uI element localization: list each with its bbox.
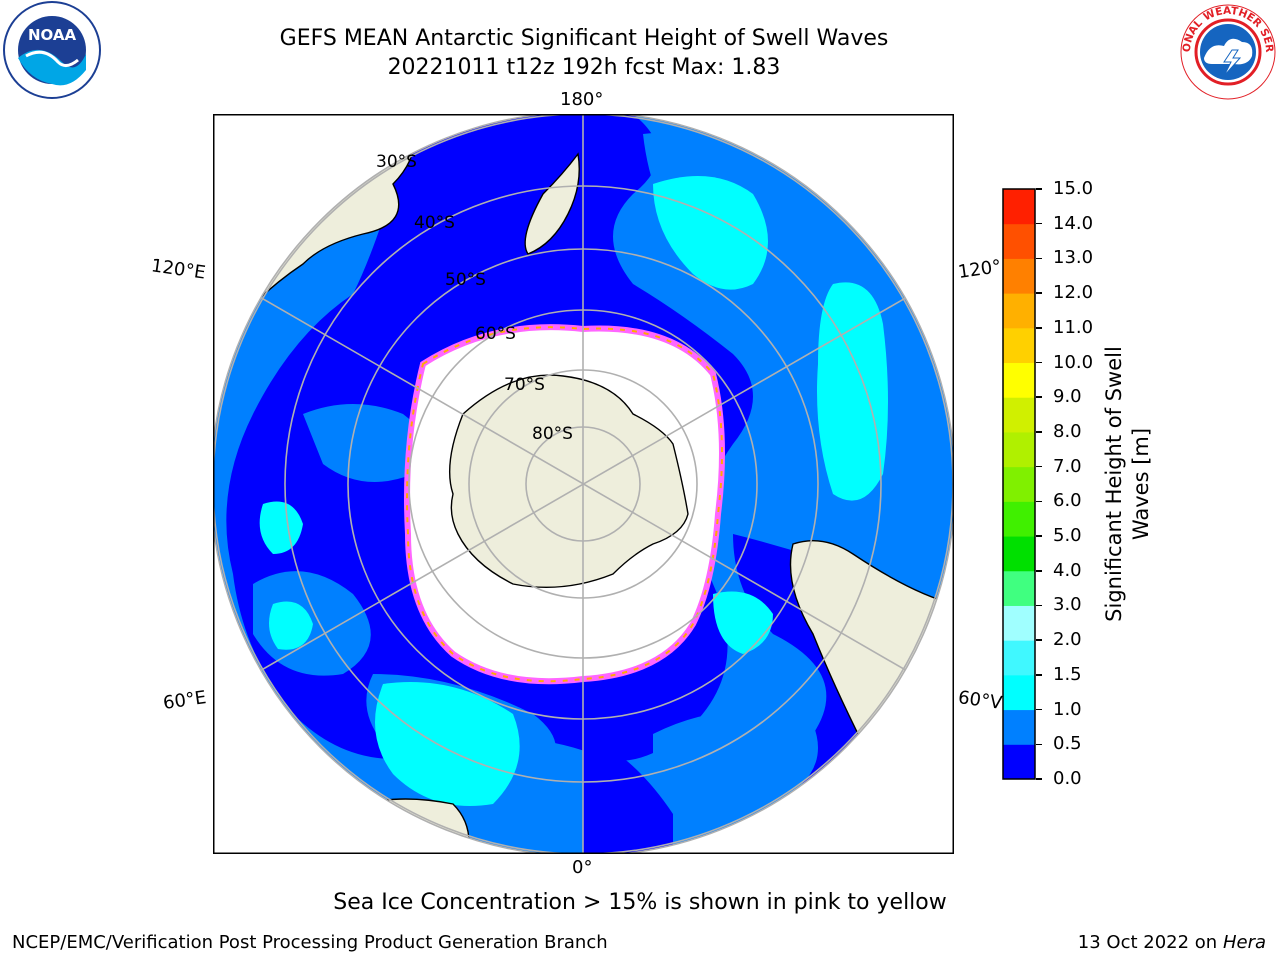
colorbar-tick-label: 12.0 [1053, 282, 1094, 304]
swell-cyan-patches [259, 176, 888, 806]
colorbar-tick-mark [1036, 570, 1042, 572]
colorbar-tick-mark [1036, 674, 1042, 676]
colorbar-band [1003, 362, 1035, 398]
antarctica-land [449, 374, 689, 589]
colorbar-tick-label: 3.0 [1053, 594, 1082, 616]
colorbar-tick-label: 9.0 [1053, 386, 1082, 408]
colorbar-tick-label: 14.0 [1053, 212, 1094, 234]
colorbar-tick-label: 7.0 [1053, 455, 1082, 477]
colorbar-tick-mark [1036, 327, 1042, 329]
colorbar-band [1003, 397, 1035, 433]
colorbar-label: Significant Height of Swell Waves [m] [1102, 346, 1153, 622]
footer-host: Hera [1222, 932, 1266, 953]
colorbar-band [1003, 327, 1035, 364]
colorbar-tick-label: 1.5 [1053, 663, 1082, 685]
colorbar-tick-mark [1036, 361, 1042, 364]
colorbar-tick-label: 11.0 [1053, 316, 1094, 338]
colorbar-tick-mark [1036, 743, 1042, 746]
lat-label-30s: 30°S [376, 152, 417, 172]
colorbar [1002, 188, 1036, 780]
noaa-logo-text: NOAA [28, 26, 77, 44]
lon-label-180: 180° [560, 89, 604, 110]
colorbar-tick-mark [1036, 431, 1042, 433]
colorbar-tick-mark [1036, 708, 1042, 711]
colorbar-band [1003, 744, 1035, 780]
colorbar-band [1003, 431, 1035, 468]
colorbar-band [1003, 709, 1035, 745]
colorbar-tick-label: 5.0 [1053, 525, 1082, 547]
footer-credit: NCEP/EMC/Verification Post Processing Pr… [12, 932, 608, 953]
lat-label-40s: 40°S [414, 213, 455, 233]
colorbar-band [1003, 293, 1035, 329]
colorbar-tick-label: 6.0 [1053, 490, 1082, 512]
footer-date-text: 13 Oct 2022 on [1077, 932, 1223, 953]
colorbar-tick-mark [1036, 292, 1042, 294]
map-frame [213, 114, 954, 854]
colorbar-tick-mark [1036, 778, 1042, 780]
sea-ice-caption: Sea Ice Concentration > 15% is shown in … [333, 890, 947, 915]
colorbar-tick-mark [1036, 465, 1042, 468]
lon-label-0: 0° [572, 857, 593, 878]
colorbar-tick-label: 13.0 [1053, 247, 1094, 269]
lon-label-120w: 120° [956, 256, 1003, 283]
colorbar-tick-mark [1036, 257, 1042, 260]
colorbar-tick-mark [1036, 222, 1042, 225]
colorbar-tick-label: 15.0 [1053, 178, 1094, 199]
nws-logo: NATIONAL WEATHER SERVICE [1172, 0, 1280, 108]
colorbar-band [1003, 640, 1035, 676]
colorbar-tick-label: 0.0 [1053, 768, 1082, 789]
footer-date: 13 Oct 2022 on Hera [1078, 932, 1266, 953]
colorbar-tick-label: 4.0 [1053, 559, 1082, 581]
colorbar-band [1003, 223, 1035, 259]
colorbar-band [1003, 605, 1035, 641]
colorbar-tick-mark [1036, 500, 1042, 503]
colorbar-tick-label: 8.0 [1053, 420, 1082, 442]
lon-label-60w: 60°V [956, 687, 1004, 714]
lat-label-80s: 80°S [532, 424, 573, 444]
colorbar-band [1003, 258, 1035, 294]
colorbar-tick-label: 2.0 [1053, 629, 1082, 651]
colorbar-tick-mark [1036, 396, 1042, 398]
colorbar-tick-label: 10.0 [1053, 351, 1094, 373]
colorbar-tick-mark [1036, 188, 1042, 190]
lat-label-50s: 50°S [445, 270, 486, 290]
colorbar-tick-mark [1036, 639, 1042, 641]
chart-title: GEFS MEAN Antarctic Significant Height o… [279, 26, 889, 51]
sea-ice-edge [406, 326, 723, 683]
colorbar-tick-mark [1036, 604, 1042, 607]
lon-label-120e: 120°E [149, 255, 207, 284]
colorbar-band [1003, 466, 1035, 502]
chart-subtitle: 20221011 t12z 192h fcst Max: 1.83 [387, 55, 781, 80]
colorbar-band [1003, 674, 1035, 711]
lon-label-60e: 60°E [161, 687, 208, 714]
colorbar-band [1003, 536, 1035, 572]
noaa-logo: NOAA [0, 0, 104, 108]
colorbar-band [1003, 570, 1035, 606]
lat-label-60s: 60°S [475, 324, 516, 344]
colorbar-tick-label: 0.5 [1053, 733, 1082, 755]
colorbar-band [1003, 501, 1035, 537]
lat-label-70s: 70°S [504, 375, 545, 395]
polar-map [213, 114, 954, 854]
colorbar-tick-mark [1036, 535, 1042, 537]
colorbar-band [1003, 189, 1035, 225]
colorbar-tick-label: 1.0 [1053, 698, 1082, 720]
